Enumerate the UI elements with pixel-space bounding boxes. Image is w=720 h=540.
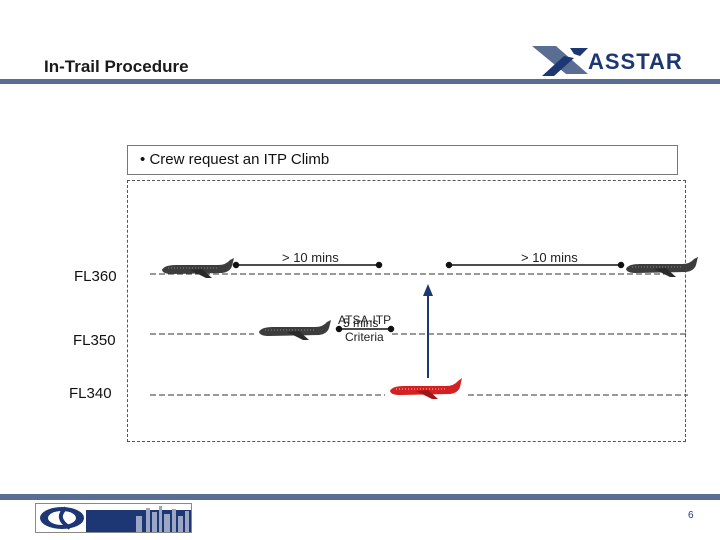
footer-divider xyxy=(0,494,720,500)
aircraft-fl360-right-icon xyxy=(626,257,698,277)
header-divider xyxy=(0,79,720,84)
separation-right-end-dot xyxy=(617,261,625,269)
aircraft-fl360-left-icon xyxy=(162,258,234,278)
caption-text: • Crew request an ITP Climb xyxy=(140,151,329,168)
bullet: • xyxy=(140,151,146,168)
diagram-frame xyxy=(127,180,686,442)
asstar-logo: ASSTAR xyxy=(530,44,710,78)
logo-text: ASSTAR xyxy=(588,49,683,74)
criteria-label: Criteria xyxy=(345,330,384,344)
fl350-label: FL350 xyxy=(73,332,116,349)
climb-arrow-icon xyxy=(423,284,433,378)
aircraft-itp-climbing-icon xyxy=(390,378,462,399)
aircraft-fl350-icon xyxy=(259,320,331,340)
separation-left-end-dot xyxy=(375,261,383,269)
page-number: 6 xyxy=(688,510,694,521)
fl340-label: FL340 xyxy=(69,385,112,402)
caption-box: • Crew request an ITP Climb xyxy=(127,145,678,175)
fl360-label: FL360 xyxy=(74,268,117,285)
criteria-5-mins-label: 5 mins xyxy=(343,316,379,330)
framework-programme-emblem-icon xyxy=(36,504,191,532)
separation-right-start-dot xyxy=(445,261,453,269)
caption-label: Crew request an ITP Climb xyxy=(149,151,330,168)
criteria-start-dot xyxy=(335,325,343,333)
separation-right-label: > 10 mins xyxy=(521,250,578,265)
page-title: In-Trail Procedure xyxy=(44,57,189,76)
logo-x-mark-icon xyxy=(532,46,588,76)
sixth-framework-programme-logo xyxy=(35,503,192,533)
separation-left-label: > 10 mins xyxy=(282,250,339,265)
criteria-end-dot xyxy=(387,325,395,333)
separation-left-start-dot xyxy=(232,261,240,269)
criteria-atsa-itp-label: ATSA-ITP xyxy=(338,313,392,327)
